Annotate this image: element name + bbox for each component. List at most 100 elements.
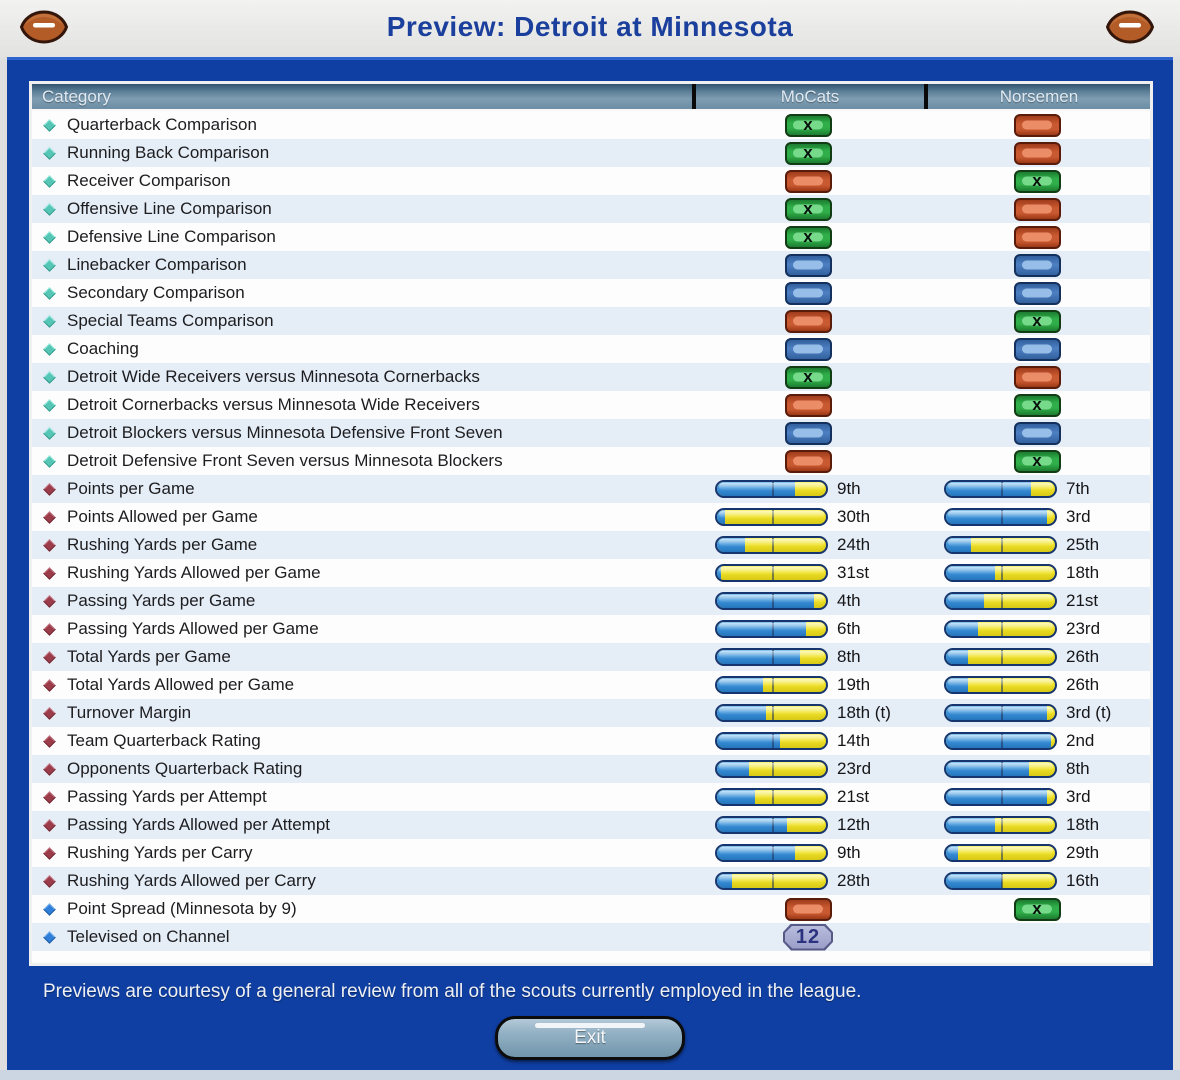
row-label: Passing Yards per Game [67, 591, 256, 610]
mocats-cell: 9th [692, 839, 924, 867]
mocats-cell: 12th [692, 811, 924, 839]
pill-stripe [1022, 372, 1052, 382]
page-title: Preview: Detroit at Minnesota [386, 10, 794, 42]
category-cell: Offensive Line Comparison [32, 195, 692, 223]
bottom-strip [0, 1070, 1180, 1080]
norsemen-cell: x [924, 307, 1150, 335]
rank-label: 26th [1066, 647, 1100, 666]
mocats-cell [692, 167, 924, 195]
table-row: Coaching [32, 335, 1150, 363]
x-mark-icon: x [803, 115, 813, 134]
pill-loss-icon [1013, 197, 1061, 221]
mocats-cell: 9th [692, 475, 924, 503]
pill-stripe [1022, 400, 1052, 410]
rank-bar [944, 732, 1057, 750]
maroon-diamond-icon [43, 566, 56, 580]
table-row: Passing Yards per Game 4th 21st [32, 587, 1150, 615]
pill-even-icon [1013, 421, 1061, 445]
maroon-diamond-icon [43, 622, 56, 636]
rank-bar-gloss [719, 483, 824, 490]
pill-loss-icon [1013, 365, 1061, 389]
pill-stripe [1022, 204, 1052, 214]
row-label: Total Yards per Game [67, 647, 231, 666]
rank-bar [944, 872, 1057, 890]
rank-label: 18th [1066, 563, 1100, 582]
teal-diamond-icon [43, 286, 56, 300]
pill-loss-icon [784, 169, 832, 193]
blue-diamond-icon [43, 902, 56, 916]
pill-loss-icon [1013, 141, 1061, 165]
rank-label: 8th [1066, 759, 1090, 778]
pill-stripe [1022, 456, 1052, 466]
rank-bar-gloss [719, 791, 824, 798]
rank-bar-gloss [719, 679, 824, 686]
norsemen-cell: 18th [924, 559, 1150, 587]
row-label: Special Teams Comparison [67, 311, 274, 330]
table-row: Special Teams Comparison x [32, 307, 1150, 335]
rank-bar-gloss [948, 539, 1053, 546]
exit-button[interactable]: Exit [495, 1016, 685, 1060]
table-row: Secondary Comparison [32, 279, 1150, 307]
rank-bar [715, 704, 828, 722]
category-cell: Points per Game [32, 475, 692, 503]
mocats-cell: 31st [692, 559, 924, 587]
rank-bar [715, 564, 828, 582]
rank-bar-gloss [719, 707, 824, 714]
rank-bar [715, 536, 828, 554]
norsemen-cell: 25th [924, 531, 1150, 559]
norsemen-cell [924, 335, 1150, 363]
rank-bar [944, 704, 1057, 722]
rank-bar [715, 844, 828, 862]
mocats-cell [692, 335, 924, 363]
channel-number: 12 [785, 925, 831, 949]
pill-win-icon: x [784, 365, 832, 389]
pill-even-icon [784, 421, 832, 445]
rank-bar-gloss [719, 875, 824, 882]
norsemen-cell: 3rd (t) [924, 699, 1150, 727]
table-body: Quarterback Comparison x Running Back Comp… [32, 111, 1150, 963]
table-row: Detroit Blockers versus Minnesota Defens… [32, 419, 1150, 447]
rank-bar-gloss [948, 623, 1053, 630]
x-mark-icon: x [803, 367, 813, 386]
row-label: Running Back Comparison [67, 143, 270, 162]
row-label: Rushing Yards Allowed per Game [67, 563, 321, 582]
category-cell: Passing Yards Allowed per Game [32, 615, 692, 643]
x-mark-icon: x [1032, 395, 1042, 414]
maroon-diamond-icon [43, 510, 56, 524]
mocats-cell: 14th [692, 727, 924, 755]
pill-even-icon [784, 281, 832, 305]
rank-bar [944, 816, 1057, 834]
mocats-cell: x [692, 363, 924, 391]
category-cell: Passing Yards per Game [32, 587, 692, 615]
category-cell: Running Back Comparison [32, 139, 692, 167]
rank-bar [715, 620, 828, 638]
pill-even-icon [784, 253, 832, 277]
pill-stripe [793, 456, 823, 466]
norsemen-cell [924, 195, 1150, 223]
table-row: Turnover Margin 18th (t) 3rd (t) [32, 699, 1150, 727]
row-label: Detroit Cornerbacks versus Minnesota Wid… [67, 395, 480, 414]
norsemen-cell [924, 279, 1150, 307]
mocats-cell [692, 419, 924, 447]
rank-bar [715, 760, 828, 778]
pill-stripe [793, 372, 823, 382]
main-panel: Category MoCats Norsemen Quarterback Com… [7, 57, 1173, 1070]
preview-table: Category MoCats Norsemen Quarterback Com… [29, 81, 1153, 966]
mocats-cell: 21st [692, 783, 924, 811]
rank-label: 3rd [1066, 787, 1091, 806]
pill-stripe [1022, 344, 1052, 354]
category-cell: Linebacker Comparison [32, 251, 692, 279]
x-mark-icon: x [803, 199, 813, 218]
mocats-cell [692, 447, 924, 475]
category-cell: Detroit Defensive Front Seven versus Min… [32, 447, 692, 475]
category-cell: Passing Yards per Attempt [32, 783, 692, 811]
maroon-diamond-icon [43, 790, 56, 804]
norsemen-cell: 2nd [924, 727, 1150, 755]
teal-diamond-icon [43, 146, 56, 160]
norsemen-cell: 16th [924, 867, 1150, 895]
rank-label: 12th [837, 815, 871, 834]
rank-bar [715, 648, 828, 666]
x-mark-icon: x [1032, 171, 1042, 190]
category-cell: Team Quarterback Rating [32, 727, 692, 755]
football-icon [20, 10, 68, 44]
